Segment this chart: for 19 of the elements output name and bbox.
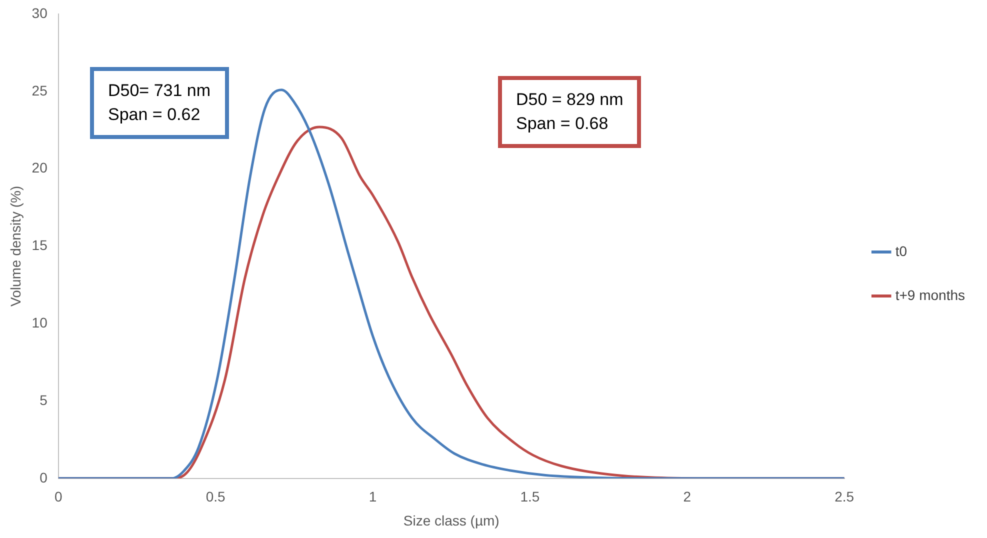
x-tick-label: 2 xyxy=(683,488,692,505)
annotation: D50= 731 nm Span = 0.62 xyxy=(90,67,229,139)
y-tick-label: 0 xyxy=(40,469,48,486)
annotation: D50 = 829 nm Span = 0.68 xyxy=(498,76,642,148)
x-tick-label: 1 xyxy=(368,488,377,505)
y-tick-label: 30 xyxy=(32,4,48,21)
x-tick-label: 0 xyxy=(54,488,62,505)
legend-label: t0 xyxy=(895,242,908,259)
y-tick-label: 10 xyxy=(32,314,48,330)
x-tick-label: 0.5 xyxy=(206,488,226,505)
y-tick-label: 5 xyxy=(40,392,48,408)
x-tick-label: 1.5 xyxy=(520,488,540,505)
y-tick-label: 25 xyxy=(32,82,48,98)
legend-label: t+9 months xyxy=(895,286,966,303)
y-axis-title: Volume density (%) xyxy=(7,186,24,307)
y-tick-label: 15 xyxy=(32,237,48,254)
x-axis-title: Size class (µm) xyxy=(403,512,500,528)
x-tick-label: 2.5 xyxy=(834,488,854,505)
y-tick-label: 20 xyxy=(32,160,48,176)
